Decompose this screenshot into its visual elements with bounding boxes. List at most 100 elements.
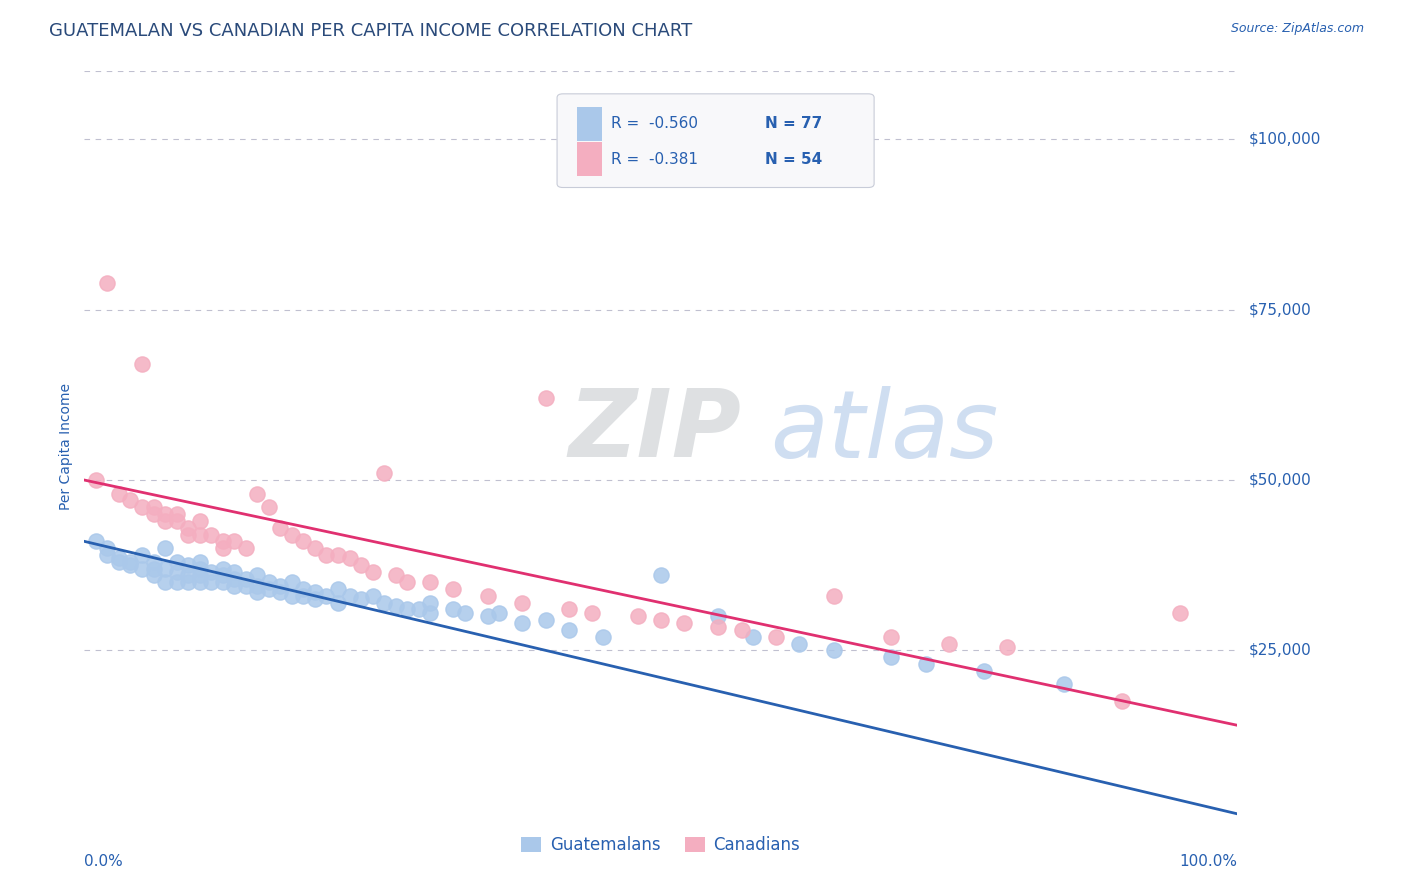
Point (880, 630, 903, 644)
Point (304, 585, 326, 599)
Point (120, 555, 142, 569)
Text: N = 77: N = 77 (765, 116, 823, 131)
Point (166, 565, 188, 579)
Point (96, 548, 118, 562)
Point (304, 592, 326, 607)
Point (188, 555, 211, 569)
Point (177, 568, 200, 582)
Point (742, 630, 765, 644)
Point (224, 534, 246, 549)
Point (823, 643, 845, 657)
Point (269, 521, 291, 535)
Point (188, 561, 211, 575)
Point (326, 582, 349, 596)
Text: Source: ZipAtlas.com: Source: ZipAtlas.com (1230, 22, 1364, 36)
Point (166, 575, 188, 590)
Point (166, 514, 188, 528)
Point (973, 664, 995, 678)
Point (373, 596, 395, 610)
Point (707, 609, 730, 624)
Point (396, 602, 419, 616)
Point (419, 575, 441, 590)
Point (269, 585, 291, 599)
Point (200, 527, 222, 541)
Point (441, 582, 464, 596)
Point (235, 541, 257, 556)
Point (650, 613, 672, 627)
Point (787, 636, 810, 650)
Point (120, 558, 142, 573)
Point (246, 579, 269, 593)
Point (108, 555, 131, 569)
Point (315, 548, 337, 562)
FancyBboxPatch shape (576, 107, 602, 141)
Point (1168, 606, 1191, 620)
Text: atlas: atlas (770, 385, 998, 476)
Point (512, 616, 534, 631)
Point (166, 555, 188, 569)
Point (765, 630, 787, 644)
Text: 100.0%: 100.0% (1180, 855, 1237, 870)
Point (292, 534, 315, 549)
Point (246, 568, 269, 582)
Point (211, 568, 233, 582)
Point (142, 500, 165, 515)
Point (211, 541, 233, 556)
Point (224, 579, 246, 593)
Point (730, 623, 752, 637)
Text: GUATEMALAN VS CANADIAN PER CAPITA INCOME CORRELATION CHART: GUATEMALAN VS CANADIAN PER CAPITA INCOME… (49, 22, 693, 40)
Point (281, 527, 304, 541)
Point (281, 589, 304, 603)
Point (188, 527, 211, 541)
Point (592, 630, 614, 644)
Point (188, 568, 211, 582)
Point (108, 486, 131, 500)
Point (339, 551, 361, 566)
Point (177, 521, 200, 535)
Point (384, 599, 406, 613)
Point (396, 575, 419, 590)
Point (281, 575, 304, 590)
Point (350, 592, 373, 607)
Point (235, 572, 257, 586)
Point (257, 500, 280, 515)
Point (326, 596, 349, 610)
Point (142, 555, 165, 569)
Point (823, 589, 845, 603)
Point (707, 619, 730, 633)
Point (512, 596, 534, 610)
Point (454, 606, 477, 620)
Point (188, 514, 211, 528)
Point (292, 589, 315, 603)
Point (246, 585, 269, 599)
Point (166, 507, 188, 521)
Point (995, 640, 1018, 654)
Point (373, 467, 395, 481)
Point (361, 589, 384, 603)
Point (235, 579, 257, 593)
Point (224, 572, 246, 586)
Point (326, 548, 349, 562)
Point (557, 623, 579, 637)
Point (153, 507, 176, 521)
Point (211, 534, 233, 549)
Point (177, 575, 200, 590)
Point (361, 565, 384, 579)
Point (419, 606, 441, 620)
Point (672, 616, 695, 631)
Point (477, 609, 499, 624)
Text: R =  -0.381: R = -0.381 (612, 152, 699, 167)
Text: N = 54: N = 54 (765, 152, 823, 167)
Point (188, 575, 211, 590)
Point (304, 541, 326, 556)
Point (177, 558, 200, 573)
Point (477, 589, 499, 603)
Point (880, 650, 903, 665)
Text: $25,000: $25,000 (1249, 643, 1312, 657)
Point (650, 568, 672, 582)
Point (224, 565, 246, 579)
Point (292, 582, 315, 596)
Point (211, 575, 233, 590)
Point (96, 276, 118, 290)
Point (131, 357, 153, 371)
